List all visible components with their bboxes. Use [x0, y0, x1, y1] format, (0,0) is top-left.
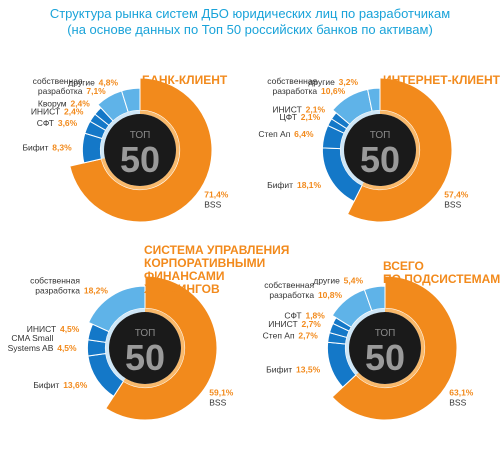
inner-ring-blue-1	[340, 110, 380, 186]
chart-title-2-line0: СИСТЕМА УПРАВЛЕНИЯ	[144, 243, 289, 257]
chart-title-2-line3: ХОЛДИНГОВ	[144, 282, 220, 296]
label-name-3-сфт: СФТ	[284, 310, 301, 320]
label-value-0-собственная-разработка: 7,1%	[86, 86, 106, 96]
inner-ring-blue-3	[345, 308, 385, 375]
label-name-0-кворум: Кворум	[38, 98, 67, 108]
center-top-0: ТОП	[130, 130, 151, 141]
label-name-0-инист: ИНИСТ	[31, 107, 60, 117]
label-value-2-бифит: 13,6%	[63, 380, 88, 390]
label-value-3-собственная-разработка: 10,8%	[318, 290, 343, 300]
center-disk-3	[349, 312, 421, 384]
label-value-2-инист: 4,5%	[60, 324, 80, 334]
label-name-0-другие: другие	[68, 77, 95, 87]
label-name-1-own-2: разработка	[272, 86, 317, 96]
label-name-1-bss: BSS	[444, 200, 461, 210]
label-name-2-own-1: собственная	[30, 276, 80, 286]
label-name-1-другие: другие	[308, 77, 335, 87]
label-value-3-bss: 63,1%	[449, 388, 474, 398]
label-value-3-другие: 5,4%	[344, 276, 364, 286]
center-number-1: 50	[360, 139, 400, 180]
label-name-3-bss: BSS	[449, 398, 466, 408]
label-value-1-бифит: 18,1%	[297, 180, 322, 190]
chart-title-1-line0: ИНТЕРНЕТ-КЛИЕНТ	[383, 73, 500, 87]
label-name-2-cma-2: Systems AB	[8, 343, 54, 353]
label-name-3-own-2: разработка	[269, 290, 314, 300]
label-value-3-инист: 2,7%	[301, 319, 321, 329]
label-value-0-bss: 71,4%	[204, 190, 229, 200]
center-disk-0	[104, 114, 176, 186]
label-value-1-собственная-разработка: 10,6%	[321, 86, 346, 96]
label-value-2-собственная-разработка: 18,2%	[84, 286, 109, 296]
label-name-3-другие: другие	[313, 276, 340, 286]
label-name-3-own-1: собственная	[264, 280, 314, 290]
label-value-0-кворум: 2,4%	[70, 98, 90, 108]
chart-title-0-line0: БАНК-КЛИЕНТ	[142, 73, 228, 87]
label-name-0-бифит: Бифит	[22, 143, 48, 153]
label-name-1-инист: ИНИСТ	[272, 104, 301, 114]
inner-ring-blue-2	[105, 308, 145, 382]
label-value-0-инист: 2,4%	[64, 107, 84, 117]
main-title: Структура рынка систем ДБО юридических л…	[0, 6, 500, 38]
label-name-3-степ-ап: Степ Ап	[263, 330, 295, 340]
main-title-line1: Структура рынка систем ДБО юридических л…	[49, 6, 451, 21]
label-name-0-own-2: разработка	[38, 86, 83, 96]
label-name-3-инист: ИНИСТ	[268, 319, 297, 329]
label-value-1-степ-ап: 6,4%	[294, 129, 314, 139]
label-value-1-другие: 3,2%	[339, 77, 359, 87]
center-top-1: ТОП	[370, 130, 391, 141]
label-value-0-сфт: 3,6%	[58, 118, 78, 128]
label-value-3-бифит: 13,5%	[296, 365, 321, 375]
label-value-1-инист: 2,1%	[306, 104, 326, 114]
label-value-3-степ-ап: 2,7%	[298, 330, 318, 340]
chart-title-3-line1: ПО ПОДСИСТЕМАМ	[383, 272, 500, 286]
chart-title-3-line0: ВСЕГО	[383, 259, 424, 273]
label-name-0-own-1: собственная	[33, 76, 83, 86]
chart-title-2-line2: ФИНАНСАМИ	[144, 269, 225, 283]
label-name-2-own-2: разработка	[35, 286, 80, 296]
label-name-2-бифит: Бифит	[33, 380, 59, 390]
center-number-3: 50	[365, 337, 405, 378]
label-name-0-bss: BSS	[204, 200, 221, 210]
label-value-0-бифит: 8,3%	[52, 143, 72, 153]
center-disk-2	[109, 312, 181, 384]
label-value-2-cma-small-systems-ab: 4,5%	[57, 343, 77, 353]
center-top-3: ТОП	[375, 328, 396, 339]
label-name-0-сфт: СФТ	[37, 118, 54, 128]
label-value-0-другие: 4,8%	[99, 77, 119, 87]
label-name-1-бифит: Бифит	[267, 180, 293, 190]
label-value-1-bss: 57,4%	[444, 190, 469, 200]
chart-title-2-line1: КОРПОРАТИВНЫМИ	[144, 256, 265, 270]
label-name-1-степ-ап: Степ Ап	[258, 129, 290, 139]
label-name-1-цфт: ЦФТ	[279, 112, 296, 122]
label-value-3-сфт: 1,8%	[305, 310, 325, 320]
label-name-1-own-1: собственная	[267, 76, 317, 86]
center-number-0: 50	[120, 139, 160, 180]
label-name-2-инист: ИНИСТ	[27, 324, 56, 334]
label-name-3-бифит: Бифит	[266, 365, 292, 375]
label-name-2-cma-1: CMA Small	[11, 333, 53, 343]
label-value-1-цфт: 2,1%	[301, 112, 321, 122]
label-name-2-bss: BSS	[209, 398, 226, 408]
center-top-2: ТОП	[135, 328, 156, 339]
center-disk-1	[344, 114, 416, 186]
center-number-2: 50	[125, 337, 165, 378]
label-value-2-bss: 59,1%	[209, 388, 234, 398]
main-title-line2: (на основе данных по Топ 50 российских б…	[67, 22, 433, 37]
inner-ring-3	[355, 308, 425, 388]
